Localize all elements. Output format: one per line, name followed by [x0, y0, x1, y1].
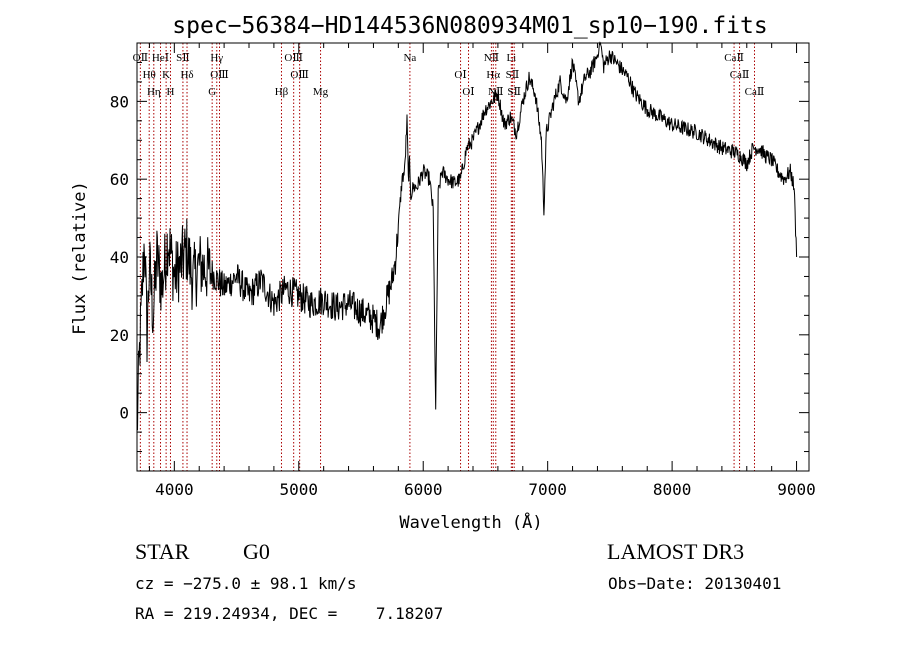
coordinates: RA = 219.24934, DEC = 7.18207 [135, 604, 444, 623]
chart-title: spec−56384−HD144536N080934M01_sp10−190.f… [172, 13, 767, 39]
axes: 4000 5000 6000 7000 8000 9000 0 20 40 60 80 [110, 43, 816, 499]
line-label: Hη [147, 86, 161, 98]
obs-date: Obs−Date: 20130401 [608, 574, 782, 593]
x-tick-label: 4000 [155, 480, 194, 499]
line-label: Hβ [275, 86, 289, 98]
x-axis-label: Wavelength (Å) [399, 511, 542, 533]
line-label: CaⅡ [730, 69, 750, 81]
y-tick-label: 40 [110, 248, 129, 267]
x-tick-label: 7000 [528, 480, 567, 499]
y-tick-label: 20 [110, 326, 129, 345]
line-label: G [208, 86, 216, 98]
y-tick-label: 60 [110, 170, 129, 189]
y-axis-label: Flux (relative) [70, 181, 90, 335]
object-class: STAR [135, 539, 190, 564]
line-label: SⅡ [506, 69, 520, 81]
line-label: Li [506, 52, 516, 64]
line-label: CaⅡ [745, 86, 765, 98]
plot-frame [136, 42, 810, 472]
line-label: Hδ [180, 69, 193, 81]
line-label: H [166, 86, 174, 98]
redshift-info: cz = −275.0 ± 98.1 km/s [135, 574, 357, 593]
spectral-subclass: G0 [243, 539, 270, 564]
line-label: Hγ [210, 52, 223, 64]
survey-name: LAMOST DR3 [607, 539, 745, 564]
spectrum-series [136, 41, 798, 431]
line-label: OⅢ [290, 69, 309, 81]
y-tick-label: 0 [119, 404, 129, 423]
line-label: HeⅠ [152, 52, 169, 64]
line-label: OⅢ [284, 52, 303, 64]
line-label: Mg [313, 86, 329, 98]
x-tick-label: 6000 [404, 480, 443, 499]
y-tick-label: 80 [110, 92, 129, 111]
spectral-line-markers: OⅡHθHηHeⅠKHSⅡHδGHγOⅢHβOⅢOⅢMgNaOⅠOⅠNⅡHαNⅡ… [133, 43, 765, 471]
line-label: SⅡ [176, 52, 190, 64]
x-tick-label: 8000 [653, 480, 692, 499]
line-label: OⅠ [462, 86, 474, 98]
x-tick-label: 5000 [280, 480, 319, 499]
line-label: Hθ [143, 69, 156, 81]
line-label: OⅠ [454, 69, 466, 81]
line-label: K [162, 69, 170, 81]
line-label: OⅢ [210, 69, 229, 81]
line-label: SⅡ [507, 86, 521, 98]
line-label: Na [403, 52, 416, 64]
x-tick-label: 9000 [777, 480, 816, 499]
line-label: Hα [486, 69, 500, 81]
line-label: NⅡ [484, 52, 499, 64]
spectrum-line [136, 41, 798, 431]
line-label: CaⅡ [724, 52, 744, 64]
